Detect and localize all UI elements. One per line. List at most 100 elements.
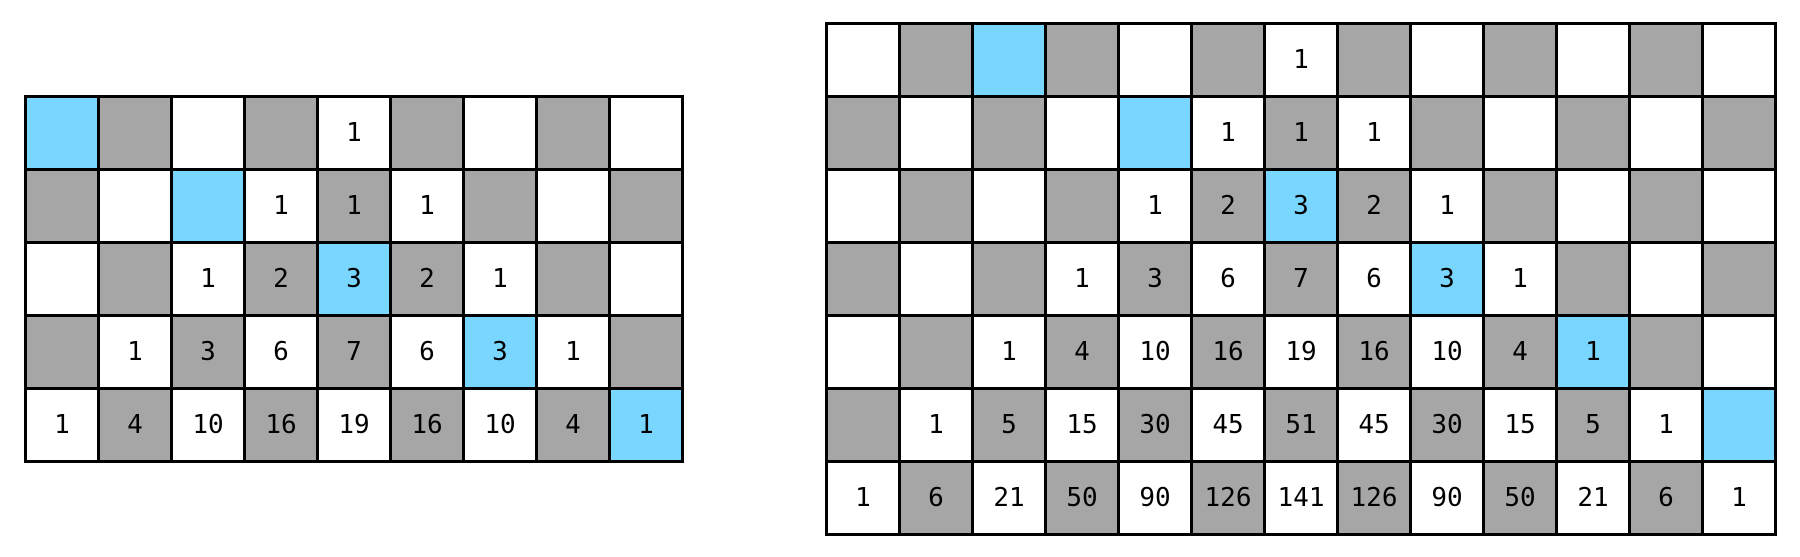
grid-cell <box>27 317 97 387</box>
highlighted-cell <box>1120 98 1190 168</box>
grid-cell: 10 <box>465 390 535 460</box>
highlighted-cell <box>173 171 243 241</box>
grid-cell <box>1631 317 1701 387</box>
grid-cell <box>1485 171 1555 241</box>
grid-cell <box>538 171 608 241</box>
grid-cell <box>901 244 971 314</box>
grid-cell <box>27 244 97 314</box>
grid-cell <box>465 171 535 241</box>
grid-cell: 4 <box>1485 317 1555 387</box>
grid-cell: 90 <box>1120 463 1190 533</box>
grid-cell <box>1412 98 1482 168</box>
grid-cell: 50 <box>1047 463 1117 533</box>
grid-cell <box>1631 244 1701 314</box>
grid-cell: 1 <box>1266 25 1336 95</box>
grid-cell <box>100 98 170 168</box>
grid-cell <box>1047 171 1117 241</box>
grid-cell <box>1558 25 1628 95</box>
grid-cell <box>392 98 462 168</box>
highlighted-cell: 3 <box>319 244 389 314</box>
grid-cell: 2 <box>1339 171 1409 241</box>
grid-cell <box>611 244 681 314</box>
grid-cell <box>974 98 1044 168</box>
grid-cell: 30 <box>1412 390 1482 460</box>
grid-cell <box>1631 25 1701 95</box>
grid-cell <box>538 98 608 168</box>
grid-cell: 16 <box>1339 317 1409 387</box>
grid-cell: 3 <box>1120 244 1190 314</box>
grid-cell <box>1704 25 1774 95</box>
grid-cell: 6 <box>392 317 462 387</box>
grid-cell: 3 <box>173 317 243 387</box>
grid-left: 1 1 1 1 1 2 3 2 1 1 3 6 7 6 3 1 1 4 10 16 19 16 10 4 1 <box>24 95 684 463</box>
grid-cell <box>1704 171 1774 241</box>
grid-cell: 45 <box>1193 390 1263 460</box>
grid-cell <box>828 317 898 387</box>
grid-cell <box>974 171 1044 241</box>
grid-cell <box>1558 244 1628 314</box>
grid-cell: 4 <box>100 390 170 460</box>
grid-cell: 30 <box>1120 390 1190 460</box>
grid-cell: 1 <box>1266 98 1336 168</box>
grid-cell: 21 <box>1558 463 1628 533</box>
grid-cell: 2 <box>392 244 462 314</box>
grid-cell: 10 <box>1412 317 1482 387</box>
grid-cell: 6 <box>1193 244 1263 314</box>
highlighted-cell: 1 <box>1558 317 1628 387</box>
grid-cell: 141 <box>1266 463 1336 533</box>
grid-cell <box>611 317 681 387</box>
grid-cell <box>1047 98 1117 168</box>
grid-cell: 1 <box>173 244 243 314</box>
grid-cell <box>1339 25 1409 95</box>
highlighted-cell <box>27 98 97 168</box>
highlighted-cell: 3 <box>465 317 535 387</box>
grid-cell <box>465 98 535 168</box>
grid-cell <box>828 171 898 241</box>
grid-cell: 16 <box>392 390 462 460</box>
grid-cell <box>974 244 1044 314</box>
grid-cell: 1 <box>1704 463 1774 533</box>
grid-cell: 1 <box>100 317 170 387</box>
grid-cell: 1 <box>27 390 97 460</box>
grid-cell: 6 <box>1339 244 1409 314</box>
grid-cell: 15 <box>1485 390 1555 460</box>
highlighted-cell: 3 <box>1412 244 1482 314</box>
grid-cell: 1 <box>1120 171 1190 241</box>
grid-cell: 16 <box>246 390 316 460</box>
highlighted-cell <box>974 25 1044 95</box>
grid-cell: 15 <box>1047 390 1117 460</box>
grid-cell: 45 <box>1339 390 1409 460</box>
grid-cell: 19 <box>319 390 389 460</box>
grid-cell: 1 <box>1485 244 1555 314</box>
grid-cell <box>1193 25 1263 95</box>
grid-cell <box>901 171 971 241</box>
grid-cell: 1 <box>538 317 608 387</box>
grid-cell: 7 <box>319 317 389 387</box>
grid-cell: 6 <box>1631 463 1701 533</box>
grid-cell: 1 <box>1047 244 1117 314</box>
grid-cell: 1 <box>319 171 389 241</box>
grid-cell: 1 <box>974 317 1044 387</box>
grid-cell: 2 <box>246 244 316 314</box>
grid-cell <box>828 244 898 314</box>
grid-cell <box>611 98 681 168</box>
grid-cell: 126 <box>1193 463 1263 533</box>
grid-cell: 2 <box>1193 171 1263 241</box>
grid-cell <box>828 390 898 460</box>
grid-cell <box>1631 98 1701 168</box>
grid-cell: 1 <box>901 390 971 460</box>
grid-cell <box>246 98 316 168</box>
grid-cell: 5 <box>1558 390 1628 460</box>
grid-cell <box>828 25 898 95</box>
grid-cell: 126 <box>1339 463 1409 533</box>
grid-cell <box>100 171 170 241</box>
grid-cell <box>1558 171 1628 241</box>
grid-cell: 1 <box>1412 171 1482 241</box>
highlighted-cell <box>1704 390 1774 460</box>
grid-cell <box>1120 25 1190 95</box>
grid-cell: 4 <box>1047 317 1117 387</box>
grid-cell <box>538 244 608 314</box>
grid-cell <box>1704 317 1774 387</box>
grid-cell: 1 <box>465 244 535 314</box>
grid-cell <box>1412 25 1482 95</box>
